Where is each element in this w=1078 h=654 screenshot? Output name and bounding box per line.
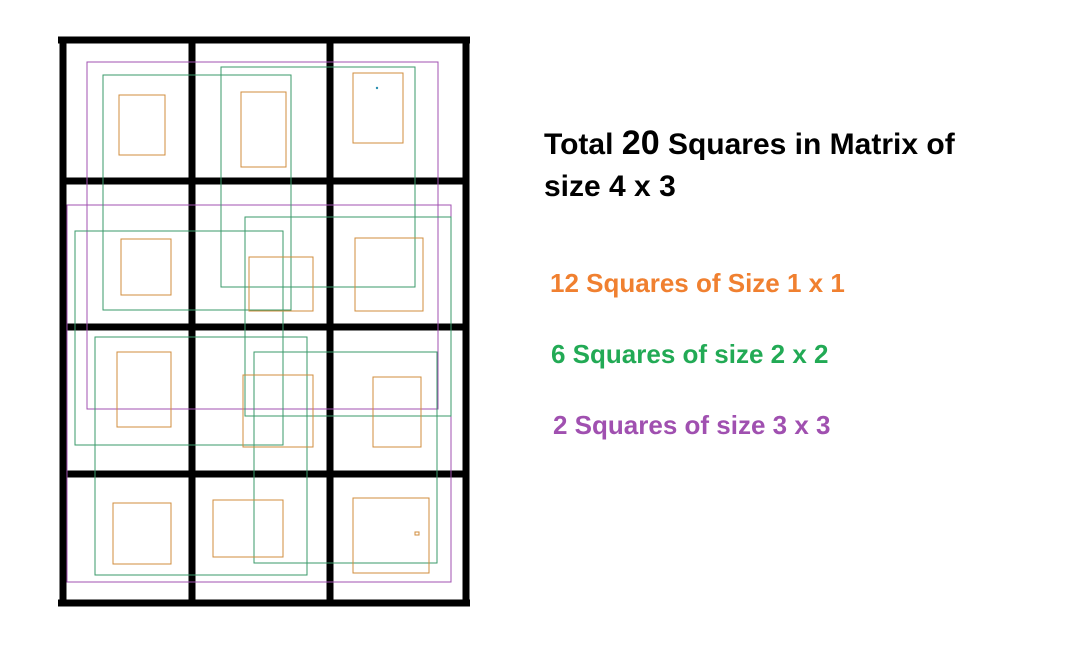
square-2x2 bbox=[94, 336, 308, 576]
small-square-mark bbox=[414, 531, 420, 536]
square-3x3 bbox=[66, 204, 452, 583]
square-2x2 bbox=[102, 74, 292, 311]
squares-size-1 bbox=[112, 72, 430, 574]
square-1x1 bbox=[354, 237, 424, 312]
legend-size-1: 12 Squares of Size 1 x 1 bbox=[550, 268, 845, 298]
square-1x1 bbox=[240, 91, 287, 168]
square-3x3 bbox=[86, 61, 439, 410]
square-1x1 bbox=[112, 502, 172, 565]
small-dot-mark bbox=[375, 86, 379, 90]
square-2x2 bbox=[253, 351, 438, 564]
square-1x1 bbox=[248, 256, 314, 312]
small-marks bbox=[375, 86, 420, 536]
title-count: 20 bbox=[621, 124, 660, 162]
square-1x1 bbox=[242, 374, 314, 448]
matrix-grid bbox=[58, 36, 470, 607]
squares-size-2 bbox=[74, 66, 452, 576]
title-line1-rest: Squares in Matrix of bbox=[667, 128, 955, 161]
square-2x2 bbox=[220, 66, 416, 288]
title-line2: size 4 x 3 bbox=[544, 170, 676, 203]
squares-size-3 bbox=[66, 61, 452, 583]
square-1x1 bbox=[352, 497, 430, 574]
square-1x1 bbox=[118, 94, 166, 156]
square-1x1 bbox=[116, 351, 172, 428]
square-1x1 bbox=[352, 72, 404, 144]
title-prefix: Total bbox=[544, 128, 614, 161]
square-2x2 bbox=[244, 216, 452, 417]
square-2x2 bbox=[74, 230, 284, 446]
legend-size-3: 2 Squares of size 3 x 3 bbox=[553, 410, 831, 440]
legend-size-2: 6 Squares of size 2 x 2 bbox=[551, 339, 829, 369]
square-1x1 bbox=[120, 238, 172, 296]
square-1x1 bbox=[372, 376, 422, 448]
square-1x1 bbox=[212, 499, 284, 558]
diagram-title: Total 20 Squares in Matrix of size 4 x 3 bbox=[544, 122, 1044, 208]
